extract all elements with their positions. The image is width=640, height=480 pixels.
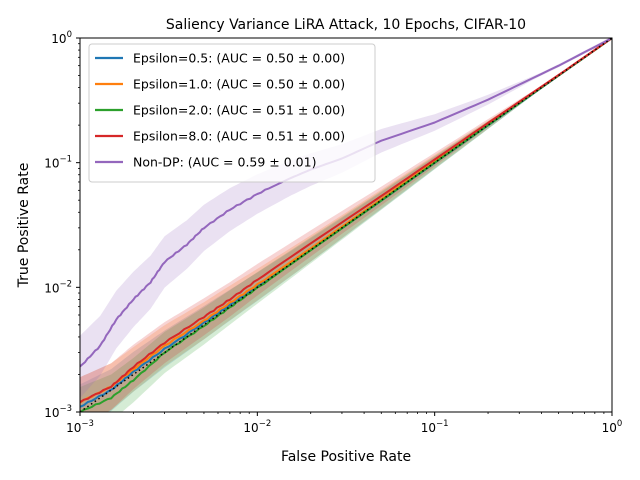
legend-entry-label: Non-DP: (AUC = 0.59 ± 0.01) <box>133 155 316 170</box>
x-tick-label: 10−1 <box>421 419 449 435</box>
x-tick-label: 10−2 <box>243 419 271 435</box>
legend-entry-label: Epsilon=0.5: (AUC = 0.50 ± 0.00) <box>133 51 345 66</box>
legend-entry-label: Epsilon=2.0: (AUC = 0.51 ± 0.00) <box>133 103 345 118</box>
reference-diagonal-line <box>80 38 612 412</box>
series-line-3 <box>80 38 612 404</box>
plot-frame <box>79 37 613 413</box>
series-line-4 <box>80 38 612 368</box>
x-tick-label: 100 <box>602 419 623 435</box>
y-tick-label: 10−3 <box>44 404 72 420</box>
reference-line-group <box>80 38 612 412</box>
x-tick-label: 10−3 <box>66 419 94 435</box>
y-axis-label: True Positive Rate <box>16 163 32 289</box>
legend-box <box>88 43 376 183</box>
legend: Epsilon=0.5: (AUC = 0.50 ± 0.00) Epsilon=… <box>88 43 376 183</box>
y-tick-label: 100 <box>51 30 72 46</box>
chart-title: Saliency Variance LiRA Attack, 10 Epochs… <box>166 17 526 33</box>
legend-entry-label: Epsilon=8.0: (AUC = 0.51 ± 0.00) <box>133 129 345 144</box>
x-axis-label: False Positive Rate <box>281 449 411 465</box>
legend-entry-label: Epsilon=1.0: (AUC = 0.50 ± 0.00) <box>133 77 345 92</box>
y-tick-label: 10−2 <box>44 279 72 295</box>
y-axis-ticks: 10−3 10−2 10−1 100 <box>44 30 80 420</box>
x-axis-ticks: 10−3 10−2 10−1 100 <box>66 412 622 435</box>
y-tick-label: 10−1 <box>44 155 72 171</box>
